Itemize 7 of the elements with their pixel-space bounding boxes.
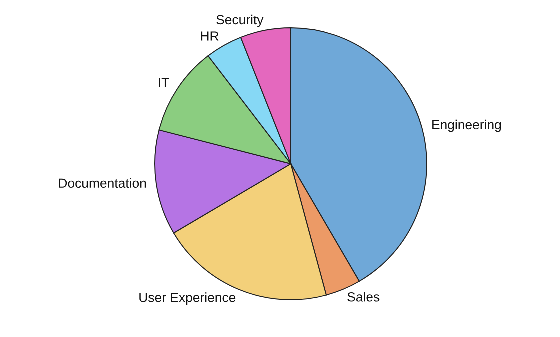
slice-label: User Experience xyxy=(140,292,236,305)
slice-label: Documentation xyxy=(59,178,146,188)
slice-label: Security xyxy=(216,14,264,28)
slice-label: IT xyxy=(159,78,170,88)
slice-label: Engineering xyxy=(432,120,502,132)
slice-label: HR xyxy=(201,32,219,41)
slice-label: Sales xyxy=(348,292,380,302)
